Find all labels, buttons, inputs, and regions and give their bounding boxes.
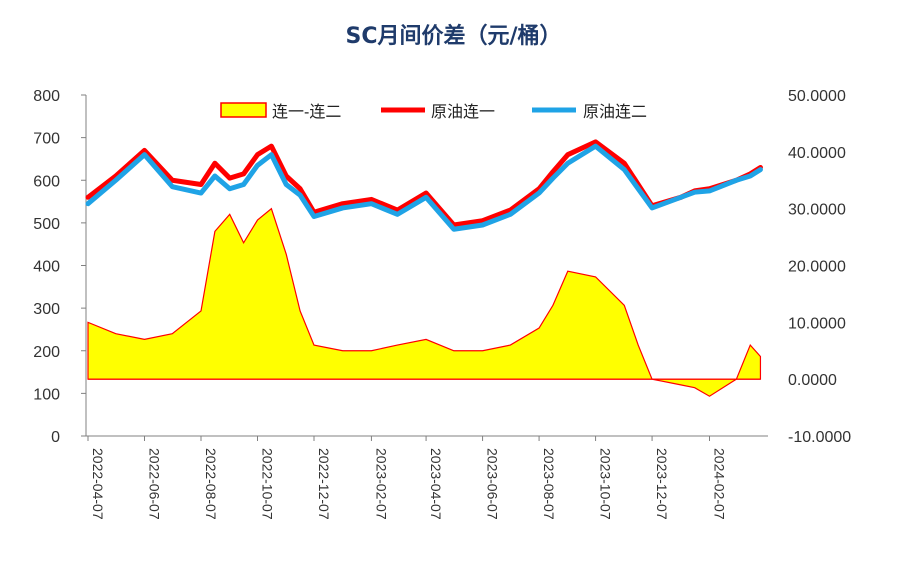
series-line-crude-2 (85, 143, 763, 232)
y2-tick-label: 10.0000 (788, 315, 846, 332)
y-tick-label: 200 (33, 344, 60, 361)
y-tick-label: 100 (33, 386, 60, 403)
legend-swatch-spread (220, 102, 267, 118)
x-tick-label: 2023-06-07 (485, 448, 501, 520)
y2-tick-label: 40.0000 (788, 145, 846, 162)
x-tick-label: 2023-04-07 (428, 448, 444, 520)
legend-label-crude-2: 原油连二 (583, 103, 647, 121)
x-tick-label: 2022-12-07 (316, 448, 332, 520)
y2-tick-label: 20.0000 (788, 259, 846, 276)
y-tick-label: 500 (33, 216, 60, 233)
x-tick-label: 2023-10-07 (598, 448, 614, 520)
x-tick-label: 2022-04-07 (90, 448, 106, 520)
y2-tick-label: 50.0000 (788, 88, 846, 105)
x-tick-label: 2024-02-07 (712, 448, 728, 520)
y-tick-label: 800 (33, 88, 60, 105)
chart-title: SC月间价差（元/桶） (345, 24, 562, 49)
legend-label-crude-1: 原油连一 (431, 103, 495, 121)
x-tick-label: 2022-10-07 (260, 448, 276, 520)
y-tick-label: 700 (33, 131, 60, 148)
x-tick-label: 2022-06-07 (147, 448, 163, 520)
y-tick-label: 400 (33, 259, 60, 276)
legend-label-spread: 连一-连二 (272, 103, 341, 121)
x-tick-label: 2022-08-07 (203, 448, 219, 520)
x-tick-label: 2023-02-07 (373, 448, 389, 520)
series-area-spread (87, 207, 762, 397)
x-tick-label: 2023-08-07 (541, 448, 557, 520)
y2-tick-label: -10.0000 (788, 429, 851, 446)
y-tick-label: 600 (33, 173, 60, 190)
series-line-crude-1 (85, 139, 763, 228)
x-tick-label: 2023-12-07 (654, 448, 670, 520)
y2-tick-label: 30.0000 (788, 202, 846, 219)
y-tick-label: 0 (51, 429, 60, 446)
y2-tick-label: 0.0000 (788, 372, 837, 389)
y-tick-label: 300 (33, 301, 60, 318)
legend: 连一-连二 原油连一 原油连二 (220, 102, 647, 121)
